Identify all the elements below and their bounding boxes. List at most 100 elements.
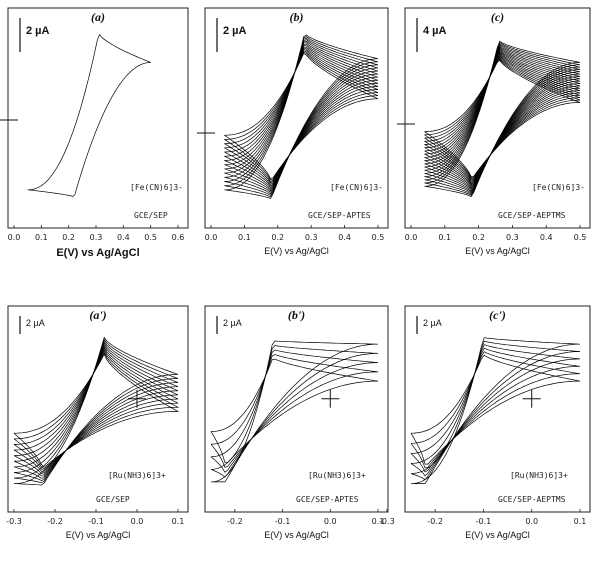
x-tick-label: 0.4	[338, 233, 351, 242]
species-label: [Ru(NH3)6]3+	[510, 471, 568, 480]
panel-label: (b')	[288, 308, 305, 322]
panel-b: 0.0 0.1 0.2 0.3 0.4 0.5 E(V) vs Ag/AgCl (b) 2 µA…	[197, 7, 389, 256]
x-tick-label: 0.0	[131, 517, 144, 526]
cv-curve	[424, 58, 581, 178]
cv-curve	[27, 34, 151, 197]
x-tick-label: 0.6	[172, 233, 185, 242]
panel-a2: -0.3 -0.2 -0.1 0.0 0.1 E(V) vs Ag/AgCl (a') 2 µ…	[6, 305, 189, 540]
cv-curve	[424, 41, 581, 196]
cv-curve	[224, 47, 379, 185]
x-tick-label: -0.1	[476, 517, 492, 526]
x-tick-label: 0.1	[172, 517, 185, 526]
cv-curve	[224, 42, 379, 192]
panel-frame	[7, 305, 189, 513]
cv-curve	[424, 48, 581, 189]
cv-curve	[424, 54, 581, 183]
x-tick-label: 0.1	[238, 233, 251, 242]
cv-curve	[13, 353, 180, 468]
cv-curve	[224, 36, 379, 198]
cv-curve	[224, 46, 379, 187]
x-tick-label: -0.3	[379, 517, 395, 526]
cv-curve	[410, 344, 581, 477]
panel-c: 0.0 0.1 0.2 0.3 0.4 0.5 E(V) vs Ag/AgCl (c) 4 µA…	[397, 7, 591, 256]
cv-curve	[424, 50, 581, 187]
cv-curve	[13, 351, 180, 470]
panel-b2: -0.2 -0.1 0.0 0.1 E(V) vs Ag/AgCl (b') 2 µA [Ru…	[204, 305, 389, 540]
x-tick-label: 0.4	[540, 233, 553, 242]
x-tick-label: 0.5	[372, 233, 385, 242]
cv-curve	[424, 45, 581, 193]
panel-label: (c)	[491, 10, 504, 24]
panel-label: (c')	[489, 308, 506, 322]
panel-frame	[204, 305, 389, 513]
x-axis-label: E(V) vs Ag/AgCl	[264, 246, 329, 256]
x-tick-label: 0.0	[8, 233, 21, 242]
cv-curve	[224, 40, 379, 193]
panel-label: (b)	[290, 10, 304, 24]
cv-curve	[424, 55, 581, 182]
cv-curve	[424, 47, 581, 190]
cv-curve	[224, 45, 379, 189]
cv-curve	[224, 39, 379, 195]
panel-frame	[404, 7, 591, 229]
x-tick-label: 0.2	[271, 233, 284, 242]
electrode-label: GCE/SEP-APTES	[308, 211, 371, 220]
x-tick-label: 0.1	[574, 517, 587, 526]
x-tick-label: -0.1	[275, 517, 291, 526]
cv-curve	[224, 34, 379, 199]
x-tick-label: -0.1	[88, 517, 104, 526]
cv-curve	[410, 351, 581, 469]
species-label: [Fe(CN)6]3-	[130, 183, 183, 192]
scale-bar-label: 2 µA	[26, 318, 45, 328]
x-tick-label: 0.1	[438, 233, 451, 242]
x-axis-label: E(V) vs Ag/AgCl	[66, 530, 131, 540]
x-tick-label: -0.2	[427, 517, 443, 526]
electrode-label: GCE/SEP-AEPTMS	[498, 495, 566, 504]
cv-curve	[424, 53, 581, 184]
panel-frame	[404, 305, 591, 513]
x-tick-label: 0.2	[472, 233, 485, 242]
cv-curve	[424, 49, 581, 188]
cv-curve	[424, 60, 581, 177]
cv-curve	[424, 57, 581, 180]
scale-bar-label: 4 µA	[423, 25, 447, 37]
cv-curve	[410, 337, 581, 484]
x-tick-label: -0.3	[6, 517, 22, 526]
x-tick-label: 0.1	[35, 233, 48, 242]
cv-curve	[224, 48, 379, 184]
cv-curve	[410, 354, 581, 465]
cv-curve	[424, 52, 581, 186]
panel-frame	[7, 7, 189, 229]
cv-curve	[13, 338, 179, 484]
cv-curve	[210, 358, 379, 463]
panel-label: (a)	[91, 10, 105, 24]
cv-curve	[224, 52, 379, 179]
x-tick-label: -0.2	[47, 517, 63, 526]
x-tick-label: 0.5	[144, 233, 157, 242]
cv-curve	[410, 340, 581, 481]
x-axis-label: E(V) vs Ag/AgCl	[56, 247, 139, 259]
species-label: [Fe(CN)6]3-	[532, 183, 585, 192]
electrode-label: GCE/SEP	[134, 211, 168, 220]
x-axis-label: E(V) vs Ag/AgCl	[465, 530, 530, 540]
x-axis-label: E(V) vs Ag/AgCl	[264, 530, 329, 540]
species-label: [Ru(NH3)6]3+	[108, 471, 166, 480]
x-tick-label: 0.0	[525, 517, 538, 526]
electrode-label: GCE/SEP-AEPTMS	[498, 211, 566, 220]
cv-curve	[210, 354, 379, 468]
x-tick-label: 0.4	[117, 233, 130, 242]
scale-bar-label: 2 µA	[223, 25, 247, 37]
x-tick-label: -0.2	[227, 517, 243, 526]
electrode-label: GCE/SEP	[96, 495, 130, 504]
x-tick-label: 0.3	[305, 233, 318, 242]
x-tick-label: 0.0	[405, 233, 418, 242]
scale-bar-label: 2 µA	[26, 25, 50, 37]
cv-curve	[224, 50, 379, 182]
x-tick-label: 0.1	[372, 517, 385, 526]
panel-c2: -0.3 -0.2 -0.1 0.0 0.1 E(V) vs Ag/AgCl (c') 2 µ…	[379, 305, 591, 540]
x-tick-label: 0.3	[506, 233, 519, 242]
cv-curve	[224, 51, 379, 181]
panel-a: 0.0 0.1 0.2 0.3 0.4 0.5 0.6 E(V) vs Ag/AgCl (a) 2…	[0, 7, 189, 259]
cv-curve	[424, 56, 581, 181]
